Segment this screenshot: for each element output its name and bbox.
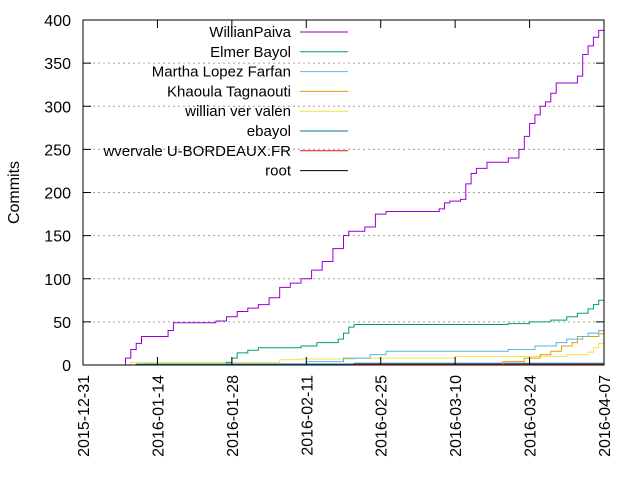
series-line-elmer-bayol [136, 297, 605, 366]
y-axis-label: Commits [6, 161, 23, 224]
legend-label: WillianPaiva [209, 24, 291, 41]
y-tick-label: 300 [44, 99, 71, 116]
y-tick-label: 200 [44, 186, 71, 203]
x-tick-label: 2016-01-14 [150, 375, 167, 457]
legend-label: wvervale U-BORDEAUX.FR [102, 143, 291, 160]
y-tick-label: 0 [62, 358, 71, 375]
legend: WillianPaiva Elmer Bayol Martha Lopez Farf… [102, 24, 348, 180]
legend-label: Martha Lopez Farfan [152, 64, 291, 81]
series-line-willian-ver-valen [125, 339, 605, 366]
x-tick-label: 2016-03-10 [448, 375, 465, 457]
x-tick-label: 2016-03-24 [523, 375, 540, 457]
y-tick-label: 250 [44, 142, 71, 159]
x-tick-label: 2015-12-31 [76, 375, 93, 457]
legend-label: willian ver valen [184, 103, 291, 120]
y-tick-label: 400 [44, 13, 71, 30]
series-line-martha-lopez-farfan [295, 327, 605, 366]
series-line-khaoula-tagnaouti [487, 332, 605, 366]
y-tick-label: 150 [44, 229, 71, 246]
legend-label: Elmer Bayol [210, 44, 291, 61]
legend-label: Khaoula Tagnaouti [167, 83, 291, 100]
y-tick-label: 350 [44, 56, 71, 73]
series-line-willianpaiva [120, 24, 605, 366]
x-tick-label: 2016-02-25 [374, 375, 391, 457]
legend-label: ebayol [247, 123, 291, 140]
x-tick-label: 2016-04-07 [597, 375, 614, 457]
legend-label: root [265, 163, 292, 180]
x-tick-label: 2016-01-28 [225, 375, 242, 457]
y-tick-label: 100 [44, 272, 71, 289]
grid [83, 62, 604, 323]
x-tick-label: 2016-02-11 [299, 375, 316, 456]
axis-ticks: 0 50 100 150 200 250 300 350 400 2015-12-31 2016-0… [44, 13, 614, 457]
y-tick-label: 50 [53, 315, 71, 332]
